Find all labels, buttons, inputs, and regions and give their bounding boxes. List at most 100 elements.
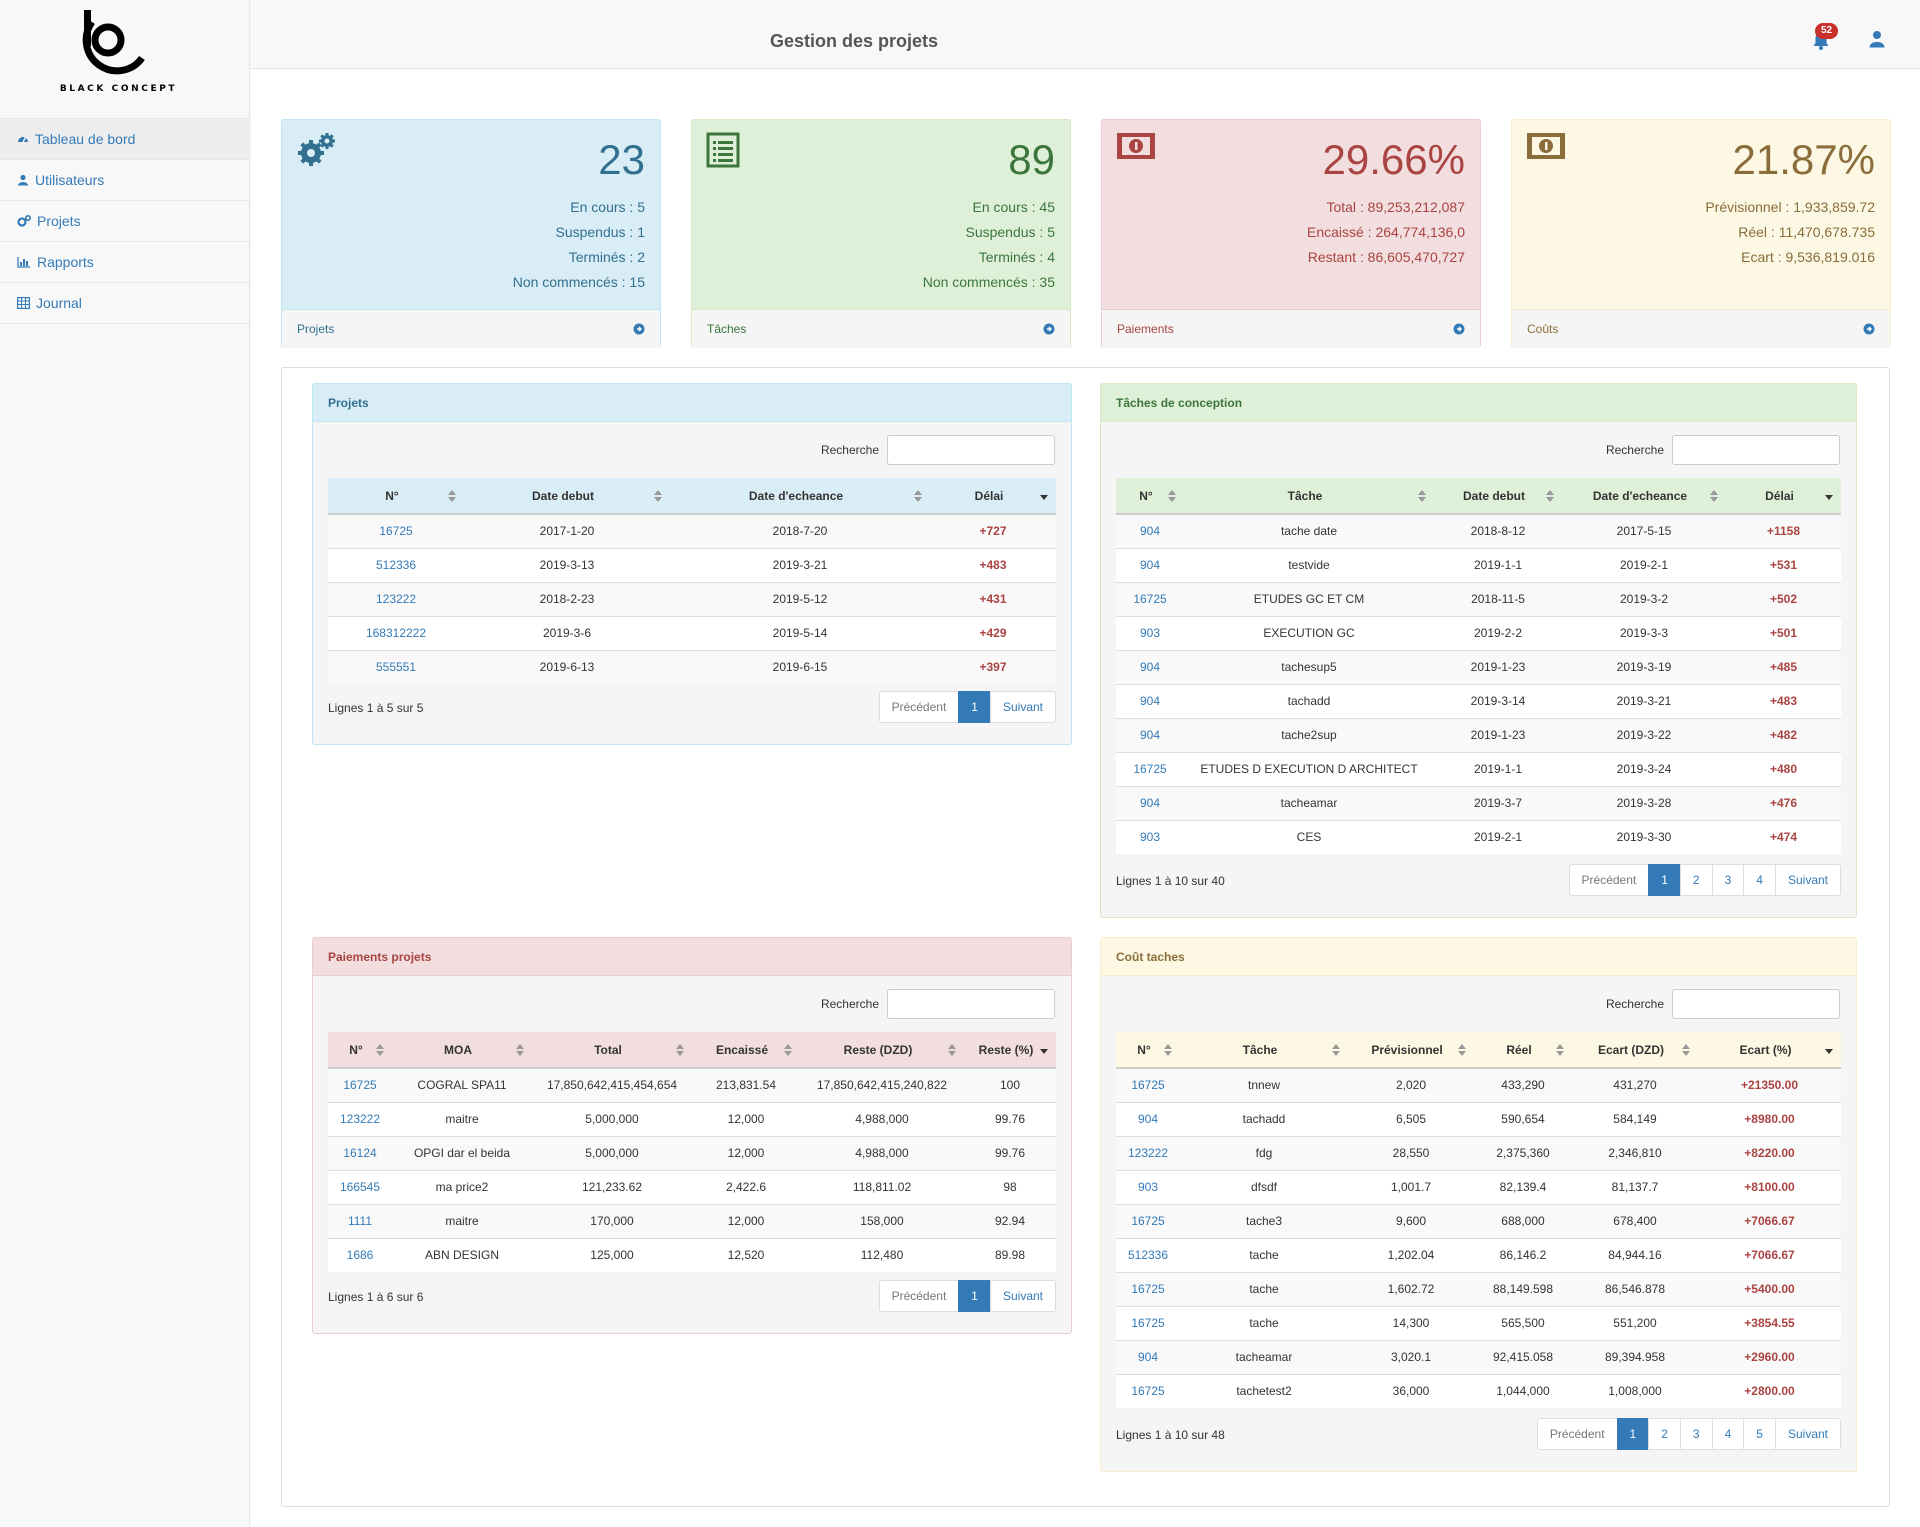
sidebar-item-journal[interactable]: Journal [0, 283, 250, 324]
column-header[interactable]: N° [1116, 1032, 1180, 1069]
table-cell: 1,202.04 [1348, 1237, 1474, 1272]
table-cell: 2019-3-28 [1562, 785, 1726, 820]
pager-next-button[interactable]: Suivant [989, 691, 1056, 723]
column-header[interactable]: N° [328, 478, 464, 515]
column-header[interactable]: Délai [930, 478, 1056, 515]
stat-value: 21.87% [1732, 136, 1875, 183]
user-icon[interactable] [1869, 30, 1885, 48]
row-id-link[interactable]: 166545 [328, 1169, 392, 1204]
row-id-link[interactable]: 903 [1116, 819, 1184, 854]
row-id-link[interactable]: 16725 [1116, 1271, 1180, 1306]
pager-page-button[interactable]: 1 [1616, 1418, 1650, 1450]
table-cell: 12,000 [692, 1101, 800, 1136]
search-input-tasks[interactable] [1672, 435, 1840, 465]
search-input-costs[interactable] [1672, 989, 1840, 1019]
table-cell: 2019-3-6 [464, 615, 670, 650]
column-header[interactable]: N° [328, 1032, 392, 1069]
sidebar-item-reports[interactable]: Rapports [0, 242, 250, 283]
pager-page-button[interactable]: 1 [1648, 864, 1681, 896]
table-cell: 89,394.958 [1572, 1339, 1698, 1374]
column-header[interactable]: Délai [1726, 478, 1841, 515]
column-header[interactable]: Ecart (DZD) [1572, 1032, 1698, 1069]
pager-previous-button[interactable]: Précédent [1568, 864, 1650, 896]
pager-page-button[interactable]: 5 [1743, 1418, 1776, 1450]
table-info: Lignes 1 à 6 sur 6 [328, 1290, 424, 1304]
row-id-link[interactable]: 16725 [1116, 1305, 1180, 1340]
column-header[interactable]: Date d'echeance [1562, 478, 1726, 515]
row-id-link[interactable]: 904 [1116, 649, 1184, 684]
sidebar-item-dashboard[interactable]: Tableau de bord [0, 119, 250, 160]
column-header[interactable]: Reste (%) [964, 1032, 1056, 1069]
row-id-link[interactable]: 1111 [328, 1203, 392, 1238]
row-id-link[interactable]: 16725 [328, 513, 464, 548]
column-header[interactable]: Date debut [464, 478, 670, 515]
row-id-link[interactable]: 903 [1116, 615, 1184, 650]
column-header[interactable]: Date debut [1434, 478, 1562, 515]
stat-footer-link-projects[interactable]: Projets [282, 309, 660, 348]
column-header[interactable]: Reste (DZD) [800, 1032, 964, 1069]
column-header[interactable]: Tâche [1180, 1032, 1348, 1069]
pager-previous-button[interactable]: Précédent [878, 691, 960, 723]
pager-page-button[interactable]: 1 [958, 691, 991, 723]
row-id-link[interactable]: 123222 [328, 581, 464, 616]
row-id-link[interactable]: 16124 [328, 1135, 392, 1170]
row-id-link[interactable]: 903 [1116, 1169, 1180, 1204]
stat-footer-link-tasks[interactable]: Tâches [692, 309, 1070, 348]
row-id-link[interactable]: 123222 [328, 1101, 392, 1136]
column-header[interactable]: Date d'echeance [670, 478, 930, 515]
pager-next-button[interactable]: Suivant [1774, 864, 1841, 896]
notification-badge[interactable]: 52 [1815, 23, 1839, 39]
row-id-link[interactable]: 16725 [328, 1067, 392, 1102]
row-id-link[interactable]: 904 [1116, 513, 1184, 548]
pager-previous-button[interactable]: Précédent [1536, 1418, 1618, 1450]
row-id-link[interactable]: 16725 [1116, 581, 1184, 616]
row-id-link[interactable]: 123222 [1116, 1135, 1180, 1170]
sidebar-item-label: Tableau de bord [35, 131, 136, 147]
pager-previous-button[interactable]: Précédent [878, 1280, 960, 1312]
column-header[interactable]: Tâche [1184, 478, 1434, 515]
row-id-link[interactable]: 555551 [328, 649, 464, 684]
brand-logo[interactable]: BLACK CONCEPT [0, 0, 250, 110]
row-id-link[interactable]: 16725 [1116, 1203, 1180, 1238]
pager-page-button[interactable]: 4 [1743, 864, 1776, 896]
column-header[interactable]: Prévisionnel [1348, 1032, 1474, 1069]
sidebar-item-users[interactable]: Utilisateurs [0, 160, 250, 201]
column-header[interactable]: Ecart (%) [1698, 1032, 1841, 1069]
money-icon [1117, 133, 1155, 159]
sidebar-item-projects[interactable]: Projets [0, 201, 250, 242]
stat-footer-link-costs[interactable]: Coûts [1512, 309, 1890, 348]
column-header-label: Total [594, 1042, 622, 1057]
column-header[interactable]: Réel [1474, 1032, 1572, 1069]
row-id-link[interactable]: 904 [1116, 717, 1184, 752]
row-id-link[interactable]: 168312222 [328, 615, 464, 650]
pager-next-button[interactable]: Suivant [1774, 1418, 1841, 1450]
row-id-link[interactable]: 16725 [1116, 1067, 1180, 1102]
pager-page-button[interactable]: 2 [1679, 864, 1713, 896]
row-id-link[interactable]: 904 [1116, 683, 1184, 718]
row-id-link[interactable]: 904 [1116, 1101, 1180, 1136]
stat-footer-link-payments[interactable]: Paiements [1102, 309, 1480, 348]
row-id-link[interactable]: 904 [1116, 1339, 1180, 1374]
search-input-payments[interactable] [887, 989, 1055, 1019]
row-id-link[interactable]: 16725 [1116, 751, 1184, 786]
row-id-link[interactable]: 512336 [1116, 1237, 1180, 1272]
row-id-link[interactable]: 904 [1116, 547, 1184, 582]
column-header[interactable]: MOA [392, 1032, 532, 1069]
pager-page-button[interactable]: 3 [1679, 1418, 1713, 1450]
pager-next-button[interactable]: Suivant [989, 1280, 1056, 1312]
pager-page-button[interactable]: 4 [1711, 1418, 1745, 1450]
row-id-link[interactable]: 904 [1116, 785, 1184, 820]
panel-projects: Projets Recherche N° Date debut Date d'e… [312, 383, 1072, 745]
row-id-link[interactable]: 512336 [328, 547, 464, 582]
table-cell: dfsdf [1180, 1169, 1348, 1204]
pager-page-button[interactable]: 2 [1648, 1418, 1681, 1450]
row-id-link[interactable]: 1686 [328, 1237, 392, 1272]
column-header[interactable]: N° [1116, 478, 1184, 515]
search-input-projects[interactable] [887, 435, 1055, 465]
table-cell: +8980.00 [1698, 1101, 1841, 1136]
column-header[interactable]: Total [532, 1032, 692, 1069]
pager-page-button[interactable]: 3 [1711, 864, 1745, 896]
row-id-link[interactable]: 16725 [1116, 1373, 1180, 1408]
pager-page-button[interactable]: 1 [958, 1280, 991, 1312]
column-header[interactable]: Encaissé [692, 1032, 800, 1069]
